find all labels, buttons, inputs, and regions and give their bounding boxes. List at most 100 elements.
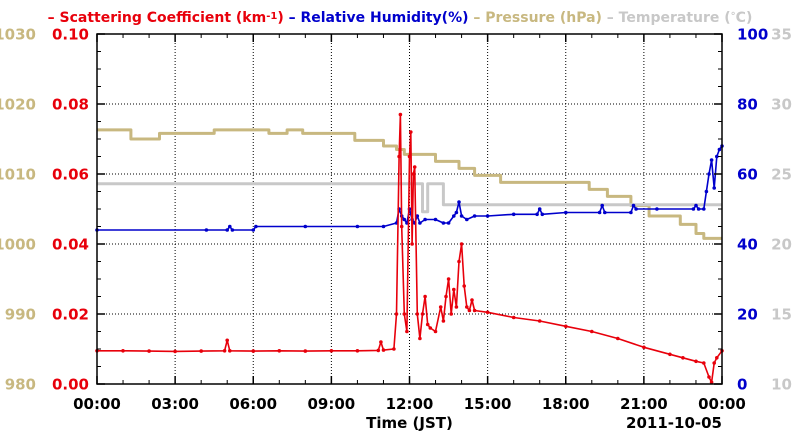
x-tick-label: 00:00 [698, 395, 746, 413]
data-point [251, 228, 256, 232]
humidity-tick-label: 20 [737, 306, 758, 324]
data-point [631, 203, 636, 208]
legend-entry: – Pressure (hPa) [469, 10, 602, 26]
legend-entry-sup: ° [731, 11, 736, 22]
data-point [465, 305, 469, 309]
data-point [409, 130, 413, 134]
data-point [355, 224, 360, 229]
data-point [402, 217, 407, 222]
data-point [454, 305, 459, 309]
x-tick-label: 21:00 [620, 395, 668, 413]
data-point [329, 349, 334, 353]
pressure-tick-label: 1030 [0, 26, 36, 44]
data-point [423, 217, 427, 222]
humidity-tick-label: 0 [737, 376, 747, 394]
x-axis-label: Time (JST) [366, 414, 453, 432]
x-axis: 00:00 03:00 06:00 09:00 12:00 15:00 18:00 21:00… [73, 34, 746, 413]
data-point [394, 312, 399, 316]
pressure-tick-label: 1000 [0, 236, 36, 254]
x-tick-label: 15:00 [464, 395, 512, 413]
data-point [485, 214, 490, 218]
data-point [379, 340, 383, 344]
data-point [717, 147, 722, 152]
data-point [399, 224, 404, 229]
scattering-tick-label: 0.08 [52, 96, 89, 114]
data-point [634, 207, 638, 211]
humidity-tick-label: 100 [737, 26, 768, 44]
legend: – Scattering Coefficient (km-1) – Relati… [48, 10, 753, 26]
data-point [222, 349, 227, 353]
temperature-tick-label: 15 [771, 306, 792, 324]
series-line-temperature [97, 182, 722, 214]
x-tick-label: 00:00 [73, 395, 121, 413]
data-point [511, 315, 516, 320]
data-point [444, 294, 448, 299]
data-point [537, 319, 542, 323]
x-tick-label: 09:00 [308, 395, 356, 413]
data-point [712, 361, 716, 365]
data-point [616, 336, 620, 341]
data-point [564, 324, 568, 329]
data-point [535, 212, 539, 217]
data-point [428, 326, 433, 330]
data-point [420, 312, 425, 316]
data-point [655, 207, 659, 211]
data-point [173, 349, 177, 354]
series-layer [95, 112, 724, 385]
data-point [407, 154, 412, 159]
data-point [225, 338, 229, 343]
data-point [147, 349, 151, 353]
data-point [462, 284, 467, 288]
data-point [681, 356, 685, 360]
data-point [228, 349, 232, 353]
data-point [629, 210, 633, 215]
data-point [418, 336, 422, 341]
legend-entry: – Temperature ( [602, 10, 731, 26]
data-point [668, 352, 672, 357]
data-point [707, 375, 711, 379]
data-point [438, 305, 443, 309]
legend-entry-suffix: C) [736, 10, 753, 26]
data-point [225, 228, 229, 232]
data-point [472, 308, 477, 313]
series-line-scattering [97, 113, 723, 384]
data-point [433, 329, 438, 334]
data-point [702, 361, 706, 365]
humidity-tick-label: 40 [737, 236, 758, 254]
scattering-tick-label: 0.02 [52, 306, 89, 324]
temperature-tick-label: 35 [771, 26, 792, 44]
data-point [423, 294, 427, 299]
data-point [467, 308, 472, 313]
data-point [230, 228, 235, 232]
data-point [465, 217, 469, 222]
date-label: 2011-10-05 [626, 414, 722, 432]
pressure-tick-label: 990 [5, 306, 36, 324]
data-point [446, 221, 451, 225]
data-point [715, 154, 719, 159]
humidity-tick-label: 60 [737, 166, 758, 184]
data-point [303, 349, 308, 353]
data-point [251, 349, 256, 353]
x-tick-label: 18:00 [542, 395, 590, 413]
data-point [199, 349, 203, 353]
data-point [709, 158, 714, 162]
axes-layer: 98099010001010102010300.000.020.040.060.… [0, 26, 792, 394]
data-point [415, 312, 420, 316]
data-point [441, 319, 446, 323]
series-temperature [97, 182, 722, 214]
data-point [376, 348, 381, 353]
data-point [707, 172, 711, 176]
data-point [590, 329, 594, 334]
scattering-tick-label: 0.04 [52, 236, 89, 254]
temperature-tick-label: 10 [771, 376, 792, 394]
scattering-tick-label: 0.00 [52, 376, 89, 394]
data-point [709, 380, 714, 385]
data-point [433, 217, 438, 222]
data-point [702, 207, 706, 211]
data-point [303, 224, 308, 229]
legend-entry: – Relative Humidity(%) [284, 10, 469, 26]
data-point [204, 228, 209, 232]
data-point [459, 242, 464, 246]
data-point [597, 210, 602, 215]
